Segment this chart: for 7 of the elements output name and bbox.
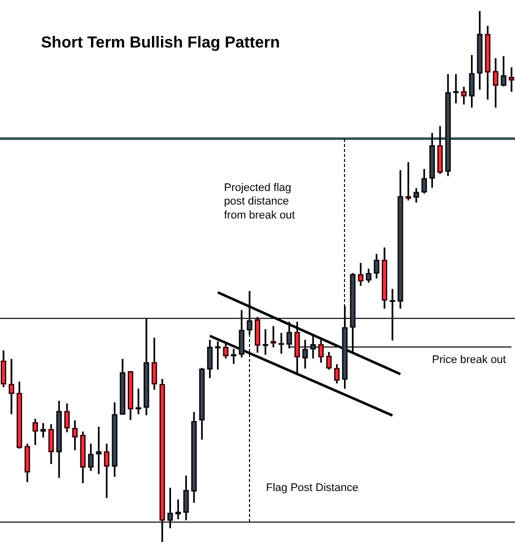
candlestick [8, 358, 14, 414]
text: Short Term Bullish Flag Pattern [41, 34, 280, 52]
annotation: Flag Post Distance [266, 482, 358, 494]
candlestick [136, 388, 142, 414]
annotation: Price break out [432, 354, 506, 366]
candlestick [508, 67, 514, 92]
annotation: Projected flag post distance from break out [224, 182, 295, 222]
